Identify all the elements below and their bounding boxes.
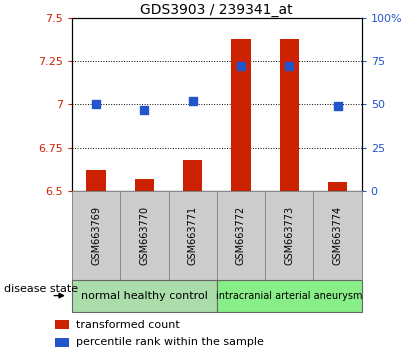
Bar [135,179,154,191]
Text: normal healthy control: normal healthy control [81,291,208,301]
Text: percentile rank within the sample: percentile rank within the sample [76,337,264,348]
Point [334,103,341,109]
Text: GSM663769: GSM663769 [91,206,101,265]
Text: transformed count: transformed count [76,320,180,330]
Text: disease state: disease state [4,284,78,294]
Bar [86,170,106,191]
Point [286,63,293,69]
Bar [55,320,69,329]
Bar [265,191,314,280]
Point [93,102,99,107]
Bar [231,39,251,191]
Text: GSM663771: GSM663771 [188,206,198,265]
Bar [72,280,217,312]
Bar [314,191,362,280]
Text: intracranial arterial aneurysm: intracranial arterial aneurysm [216,291,363,301]
Bar [72,191,120,280]
Point [238,63,244,69]
Point [189,98,196,104]
Text: GSM663770: GSM663770 [139,206,149,265]
Bar [55,338,69,347]
Bar [120,191,169,280]
Text: GSM663773: GSM663773 [284,206,294,265]
Bar [217,191,265,280]
Bar [328,183,347,191]
Bar [183,160,202,191]
Title: GDS3903 / 239341_at: GDS3903 / 239341_at [141,3,293,17]
Text: GSM663772: GSM663772 [236,206,246,265]
Text: GSM663774: GSM663774 [332,206,342,265]
Bar [169,191,217,280]
Point [141,107,148,113]
Bar [279,39,299,191]
Bar [217,280,362,312]
